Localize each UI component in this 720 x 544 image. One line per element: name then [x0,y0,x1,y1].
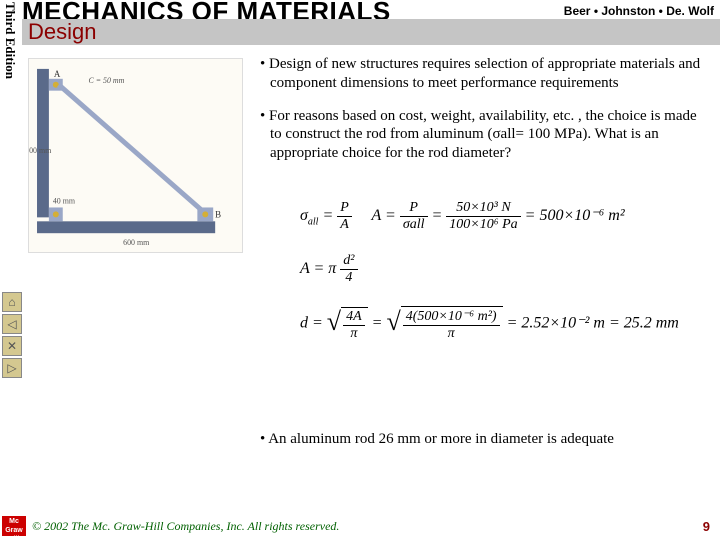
subtitle-bar: Design [22,19,720,45]
forward-icon[interactable]: ▷ [2,358,22,378]
page-number: 9 [703,519,710,534]
structure-diagram: C = 50 mm 400 mm 600 mm 40 mm A B [28,58,243,253]
copyright: © 2002 The Mc. Graw-Hill Companies, Inc.… [32,519,339,534]
equation-3: d = √4Aπ = √4(500×10⁻⁶ m²)π = 2.52×10⁻² … [300,306,690,342]
back-icon[interactable]: ◁ [2,314,22,334]
home-icon[interactable]: ⌂ [2,292,22,312]
svg-text:600 mm: 600 mm [123,238,150,247]
subtitle: Design [22,19,720,45]
equation-2: A = π d²4 [300,253,690,286]
bullet-2: For reasons based on cost, weight, avail… [256,107,712,163]
close-icon[interactable]: ✕ [2,336,22,356]
nav-icons: ⌂ ◁ ✕ ▷ [0,290,24,380]
svg-text:400 mm: 400 mm [29,146,52,155]
content-area: Design of new structures requires select… [256,55,712,177]
bullet-3: An aluminum rod 26 mm or more in diamete… [256,430,712,449]
equation-1: σall = PA A = Pσall = 50×10³ N100×10⁶ Pa… [300,200,690,233]
footer: Mc Graw Hill © 2002 The Mc. Graw-Hill Co… [0,520,720,540]
publisher-logo: Mc Graw Hill [2,516,26,536]
svg-text:C = 50 mm: C = 50 mm [88,76,124,85]
conclusion-area: An aluminum rod 26 mm or more in diamete… [256,430,712,463]
bullet-1: Design of new structures requires select… [256,55,712,93]
authors: Beer • Johnston • De. Wolf [564,4,714,18]
svg-text:40 mm: 40 mm [53,197,76,206]
svg-text:B: B [215,209,221,219]
edition-tab: Third Edition [0,0,22,540]
svg-text:A: A [54,69,61,79]
equations-block: σall = PA A = Pσall = 50×10³ N100×10⁶ Pa… [300,200,690,362]
